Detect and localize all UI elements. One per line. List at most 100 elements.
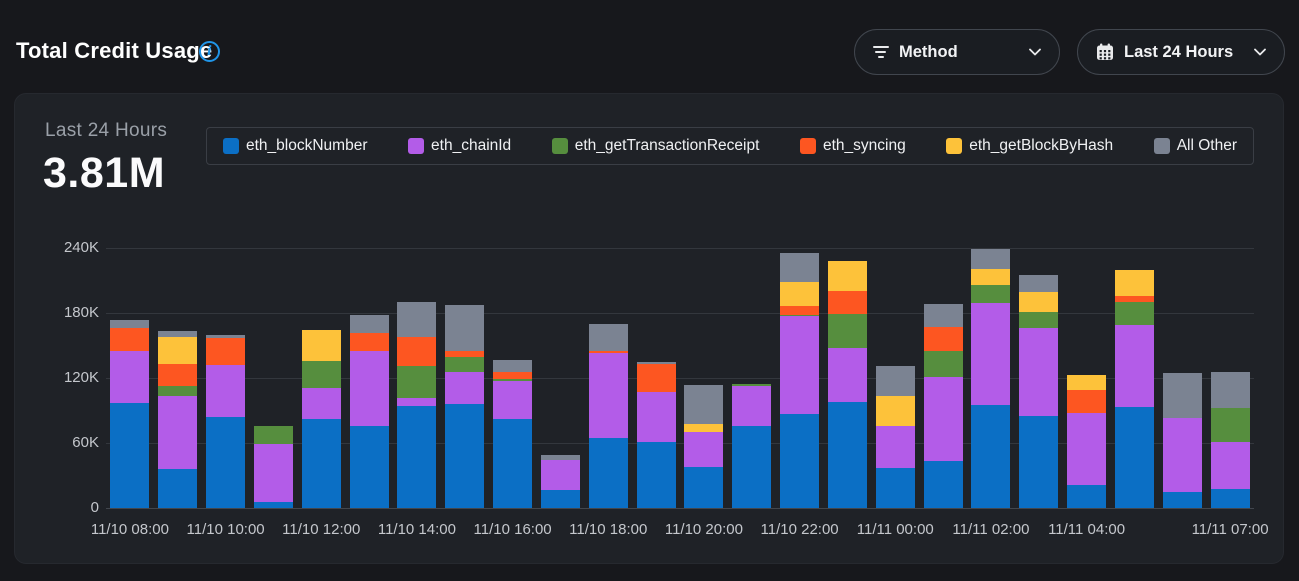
bar-segment-eth_chainId[interactable] — [636, 392, 676, 442]
bar-segment-eth_getBlockByHash[interactable] — [158, 336, 198, 364]
stacked-bar-20[interactable] — [1067, 374, 1107, 508]
bar-segment-eth_getTransactionReceipt[interactable] — [732, 383, 772, 386]
bar-segment-eth_chainId[interactable] — [732, 385, 772, 426]
bar-segment-eth_syncing[interactable] — [445, 350, 485, 358]
bar-segment-All Other[interactable] — [923, 304, 963, 328]
bar-segment-eth_syncing[interactable] — [493, 371, 533, 380]
bar-segment-eth_chainId[interactable] — [540, 460, 580, 490]
stacked-bar-18[interactable] — [971, 249, 1011, 508]
bar-segment-eth_getTransactionReceipt[interactable] — [253, 426, 293, 444]
bar-segment-eth_chainId[interactable] — [253, 443, 293, 503]
bar-segment-eth_blockNumber[interactable] — [875, 467, 915, 508]
bar-segment-eth_blockNumber[interactable] — [253, 502, 293, 508]
bar-segment-All Other[interactable] — [1019, 275, 1059, 293]
stacked-bar-22[interactable] — [1162, 372, 1202, 508]
stacked-bar-6[interactable] — [397, 302, 437, 508]
stacked-bar-13[interactable] — [732, 383, 772, 508]
stacked-bar-12[interactable] — [684, 384, 724, 508]
bar-segment-eth_getBlockByHash[interactable] — [684, 423, 724, 433]
bar-segment-eth_blockNumber[interactable] — [732, 425, 772, 508]
bar-segment-eth_blockNumber[interactable] — [158, 469, 198, 508]
bar-segment-eth_getBlockByHash[interactable] — [301, 330, 341, 361]
bar-segment-eth_blockNumber[interactable] — [349, 425, 389, 508]
bar-segment-All Other[interactable] — [349, 315, 389, 333]
bar-segment-eth_getTransactionReceipt[interactable] — [397, 366, 437, 398]
bar-segment-eth_getTransactionReceipt[interactable] — [1019, 311, 1059, 329]
bar-segment-eth_getTransactionReceipt[interactable] — [493, 379, 533, 382]
bar-segment-eth_chainId[interactable] — [923, 376, 963, 462]
bar-segment-eth_getBlockByHash[interactable] — [780, 282, 820, 306]
bar-segment-All Other[interactable] — [780, 252, 820, 283]
bar-segment-eth_getBlockByHash[interactable] — [827, 261, 867, 292]
stacked-bar-21[interactable] — [1114, 269, 1154, 508]
legend-item-eth_getTransactionReceipt[interactable]: eth_getTransactionReceipt — [551, 137, 759, 155]
bar-segment-eth_chainId[interactable] — [110, 350, 150, 403]
time-range-button[interactable]: Last 24 Hours — [1077, 29, 1285, 75]
bar-segment-eth_blockNumber[interactable] — [684, 466, 724, 508]
bar-segment-eth_getTransactionReceipt[interactable] — [301, 360, 341, 388]
bar-segment-eth_chainId[interactable] — [588, 353, 628, 438]
bar-segment-eth_syncing[interactable] — [588, 350, 628, 354]
bar-segment-eth_blockNumber[interactable] — [780, 413, 820, 508]
bar-segment-eth_blockNumber[interactable] — [397, 406, 437, 508]
info-icon[interactable]: i — [199, 41, 220, 62]
bar-segment-eth_blockNumber[interactable] — [206, 417, 246, 508]
bar-segment-eth_blockNumber[interactable] — [588, 437, 628, 508]
bar-segment-All Other[interactable] — [110, 319, 150, 329]
bar-segment-eth_getTransactionReceipt[interactable] — [780, 314, 820, 317]
bar-segment-eth_blockNumber[interactable] — [1019, 415, 1059, 508]
stacked-bar-0[interactable] — [110, 319, 150, 508]
stacked-bar-14[interactable] — [780, 252, 820, 508]
bar-segment-eth_blockNumber[interactable] — [445, 404, 485, 508]
bar-segment-All Other[interactable] — [540, 454, 580, 461]
bar-segment-eth_blockNumber[interactable] — [827, 401, 867, 508]
bar-segment-eth_chainId[interactable] — [1019, 328, 1059, 416]
stacked-bar-5[interactable] — [349, 315, 389, 508]
bar-segment-All Other[interactable] — [206, 335, 246, 338]
bar-segment-eth_chainId[interactable] — [827, 347, 867, 402]
bar-segment-eth_getTransactionReceipt[interactable] — [1210, 408, 1250, 442]
legend-item-eth_syncing[interactable]: eth_syncing — [799, 137, 906, 155]
bar-segment-All Other[interactable] — [588, 323, 628, 351]
bar-segment-eth_getTransactionReceipt[interactable] — [158, 385, 198, 397]
bar-segment-eth_chainId[interactable] — [445, 371, 485, 404]
bar-segment-eth_syncing[interactable] — [923, 327, 963, 351]
bar-segment-eth_syncing[interactable] — [206, 337, 246, 365]
bar-segment-eth_getBlockByHash[interactable] — [1067, 374, 1107, 390]
bar-segment-eth_chainId[interactable] — [1067, 412, 1107, 486]
bar-segment-eth_syncing[interactable] — [1067, 389, 1107, 413]
bar-segment-eth_blockNumber[interactable] — [1114, 407, 1154, 508]
bar-segment-eth_syncing[interactable] — [110, 328, 150, 351]
bar-segment-eth_blockNumber[interactable] — [923, 461, 963, 508]
bar-segment-All Other[interactable] — [1162, 372, 1202, 419]
bar-segment-eth_blockNumber[interactable] — [110, 402, 150, 508]
bar-segment-eth_blockNumber[interactable] — [493, 419, 533, 508]
bar-segment-All Other[interactable] — [397, 302, 437, 337]
bar-segment-eth_blockNumber[interactable] — [971, 405, 1011, 508]
bar-segment-eth_syncing[interactable] — [827, 291, 867, 315]
bar-segment-eth_getTransactionReceipt[interactable] — [1114, 302, 1154, 325]
bar-segment-eth_chainId[interactable] — [301, 387, 341, 420]
bar-segment-All Other[interactable] — [971, 249, 1011, 269]
bar-segment-eth_blockNumber[interactable] — [1067, 485, 1107, 508]
legend-item-eth_getBlockByHash[interactable]: eth_getBlockByHash — [946, 137, 1113, 155]
bar-segment-eth_chainId[interactable] — [1114, 324, 1154, 408]
bar-segment-All Other[interactable] — [493, 359, 533, 372]
bar-segment-eth_getTransactionReceipt[interactable] — [445, 357, 485, 372]
bar-segment-All Other[interactable] — [636, 361, 676, 364]
stacked-bar-16[interactable] — [875, 366, 915, 508]
bar-segment-eth_chainId[interactable] — [684, 432, 724, 467]
bar-segment-eth_chainId[interactable] — [158, 396, 198, 469]
bar-segment-eth_getTransactionReceipt[interactable] — [971, 284, 1011, 304]
bar-segment-All Other[interactable] — [445, 305, 485, 351]
stacked-bar-23[interactable] — [1210, 371, 1250, 508]
stacked-bar-19[interactable] — [1019, 275, 1059, 508]
stacked-bar-17[interactable] — [923, 304, 963, 508]
bar-segment-eth_syncing[interactable] — [636, 363, 676, 393]
bar-segment-eth_getBlockByHash[interactable] — [875, 396, 915, 426]
stacked-bar-4[interactable] — [301, 330, 341, 508]
bar-segment-eth_chainId[interactable] — [493, 381, 533, 420]
bar-segment-eth_getTransactionReceipt[interactable] — [923, 350, 963, 377]
bar-segment-eth_chainId[interactable] — [349, 350, 389, 426]
bar-segment-eth_chainId[interactable] — [1210, 441, 1250, 489]
